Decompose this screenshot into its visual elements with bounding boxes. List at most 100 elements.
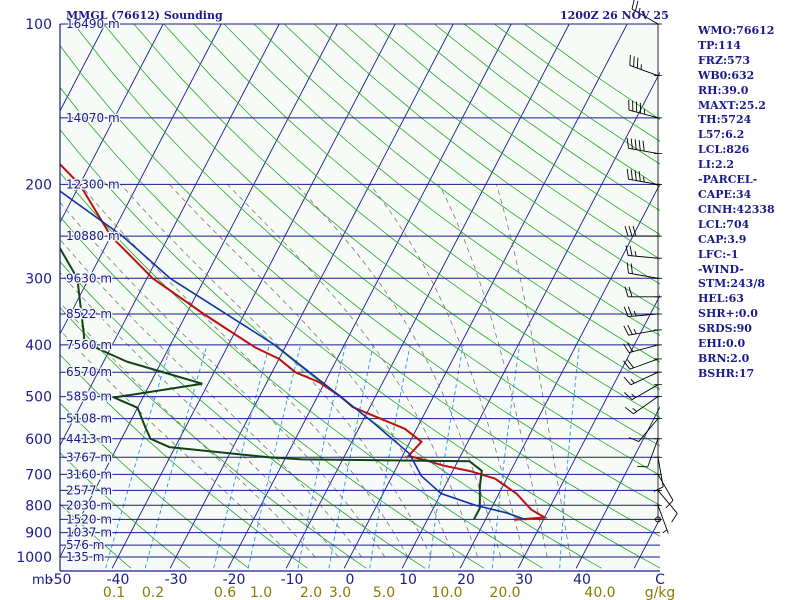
barb-half-feather <box>633 310 637 317</box>
index-item: FRZ:573 <box>698 53 751 67</box>
height-label: 6570 m <box>66 365 112 379</box>
dry-adiabat-line <box>60 129 602 569</box>
barb-feather <box>627 342 634 352</box>
isotherm-line <box>60 24 164 224</box>
wind-barb <box>626 137 662 154</box>
barb-half-feather <box>643 176 645 183</box>
pressure-tick-label: 900 <box>25 526 52 542</box>
barb-feather <box>626 168 629 180</box>
height-label: 7560 m <box>66 338 112 352</box>
barb-feather <box>631 0 635 10</box>
barb-shaft <box>628 329 659 336</box>
barb-feather <box>623 306 629 317</box>
barb-feather <box>632 225 637 237</box>
index-item: STM:243/8 <box>698 277 765 291</box>
barb-shaft <box>628 147 659 154</box>
wind-barb <box>623 342 662 354</box>
index-item: CAP:3.9 <box>698 232 747 246</box>
dry-adiabat-line <box>60 402 249 569</box>
pressure-tick-label: 100 <box>25 17 52 33</box>
barb-half-feather <box>633 328 637 334</box>
mixing-ratio-tick-label: 2.0 <box>300 585 322 600</box>
dry-adiabat-line <box>253 24 660 337</box>
index-item: LCL:826 <box>698 143 750 157</box>
dry-adiabat-line <box>73 24 660 506</box>
pressure-tick-label: 700 <box>25 467 52 483</box>
height-label: 5850 m <box>66 390 112 404</box>
pressure-tick-label: 300 <box>25 271 52 287</box>
index-item: TP:114 <box>698 38 742 52</box>
height-label: 14070 m <box>66 111 120 125</box>
height-label: 1520 m <box>66 512 112 526</box>
height-label: 576 m <box>66 538 104 552</box>
temperature-tick-label: -30 <box>165 572 188 588</box>
calm-circle <box>655 516 661 523</box>
barb-feather <box>628 437 639 443</box>
pressure-tick-label: 1000 <box>16 550 52 566</box>
height-label: 3160 m <box>66 467 112 481</box>
index-item: -WIND- <box>698 262 744 276</box>
barb-shaft <box>647 438 659 468</box>
barb-half-feather <box>630 379 635 384</box>
barb-feather <box>623 376 632 386</box>
mixing-ratio-tick-label: 3.0 <box>329 585 351 600</box>
temperature-tick-label: -20 <box>223 572 246 588</box>
barb-feather <box>625 245 629 256</box>
moist-adiabat-line <box>60 329 293 558</box>
dry-adiabat-line <box>283 24 660 310</box>
barb-shaft <box>630 371 659 386</box>
wind-barb <box>624 396 662 415</box>
index-item: -PARCEL- <box>698 173 758 187</box>
height-label: 3767 m <box>66 450 112 464</box>
barb-shaft <box>628 313 659 318</box>
barb-half-feather <box>662 529 668 534</box>
height-label: 9630 m <box>66 271 112 285</box>
wind-barb <box>626 262 662 279</box>
isotherm-line <box>227 24 512 569</box>
height-label: 12300 m <box>66 177 120 191</box>
index-item: WB0:632 <box>698 68 755 82</box>
dry-adiabat-line <box>60 307 367 569</box>
mixing-ratio-tick-label: 0.1 <box>103 585 125 600</box>
mixing-ratio-tick-label: 10.0 <box>431 585 462 600</box>
barb-shaft <box>628 255 659 259</box>
barb-shaft <box>633 396 659 415</box>
barb-feather <box>623 325 629 336</box>
indices-panel: WMO:76612 TP:114 FRZ:573 WB0:632 RH:39.0 MAXT… <box>698 24 798 382</box>
temperature-tick-label: 10 <box>399 572 417 588</box>
isotherm-line <box>60 24 280 447</box>
wind-barb <box>631 0 662 25</box>
mixing-ratio-line <box>328 344 374 569</box>
pressure-tick-label: 200 <box>25 177 52 193</box>
isotherm-line <box>401 71 660 569</box>
index-item: HEL:63 <box>698 292 744 306</box>
height-label: 8522 m <box>66 307 112 321</box>
barb-feather <box>628 225 633 237</box>
mixing-ratio-tick-label: 20.0 <box>489 585 520 600</box>
pressure-unit-label: mb <box>32 573 53 588</box>
wind-barbs <box>623 0 678 534</box>
barb-feather <box>624 406 634 415</box>
parcel-path <box>60 190 527 521</box>
barb-shaft <box>657 490 678 514</box>
barb-half-feather <box>631 393 636 399</box>
height-label: 1037 m <box>66 526 112 540</box>
wind-barb <box>624 225 662 237</box>
index-item: LI:2.2 <box>698 158 735 172</box>
wind-barb <box>626 168 662 185</box>
barb-feather <box>624 225 629 237</box>
dry-adiabat-line <box>313 24 660 285</box>
wind-barb <box>654 490 678 523</box>
temperature-tick-label: -40 <box>107 572 130 588</box>
index-item: BSHR:17 <box>698 366 755 380</box>
mixing-ratio-tick-label: 5.0 <box>373 585 395 600</box>
barb-shaft <box>631 384 659 401</box>
barb-feather <box>636 57 639 69</box>
dry-adiabat-line <box>163 24 660 418</box>
index-item: RH:39.0 <box>698 83 749 97</box>
wind-barb <box>654 504 669 534</box>
sounding-profiles <box>60 162 548 521</box>
dry-adiabat-line <box>60 86 660 569</box>
dry-adiabat-line <box>60 172 544 569</box>
